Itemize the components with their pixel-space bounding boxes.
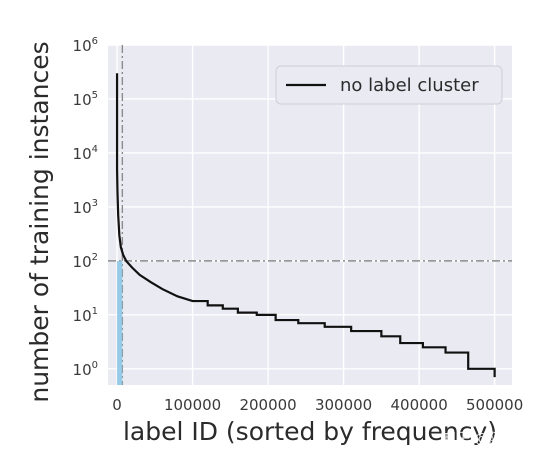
legend: no label cluster <box>275 65 503 105</box>
y-axis-label: number of training instances <box>25 41 54 402</box>
y-tick-label: 100 <box>73 360 98 379</box>
y-tick-label: 103 <box>73 198 98 217</box>
x-tick-label: 400000 <box>390 396 447 414</box>
series-line-no-label-cluster <box>115 73 496 378</box>
y-tick-label: 106 <box>73 36 98 55</box>
legend-box <box>275 65 503 105</box>
x-tick-label: 100000 <box>164 396 221 414</box>
legend-label: no label cluster <box>340 75 479 96</box>
y-tick-label: 102 <box>73 252 98 271</box>
x-tick-label: 0 <box>112 396 122 414</box>
y-tick-label: 105 <box>73 90 98 109</box>
x-axis-ticks: 0 100000 200000 300000 400000 500000 <box>112 396 523 414</box>
x-tick-label: 300000 <box>315 396 372 414</box>
watermark: 知乎 @阿色 <box>442 430 516 447</box>
x-tick-label: 200000 <box>239 396 296 414</box>
x-axis-label: label ID (sorted by frequency) <box>123 417 497 446</box>
highlight-region <box>117 260 123 385</box>
y-tick-label: 104 <box>73 144 98 163</box>
x-tick-label: 500000 <box>466 396 523 414</box>
y-tick-label: 101 <box>73 306 98 325</box>
y-axis-ticks: 100 101 102 103 104 105 106 <box>73 36 98 379</box>
